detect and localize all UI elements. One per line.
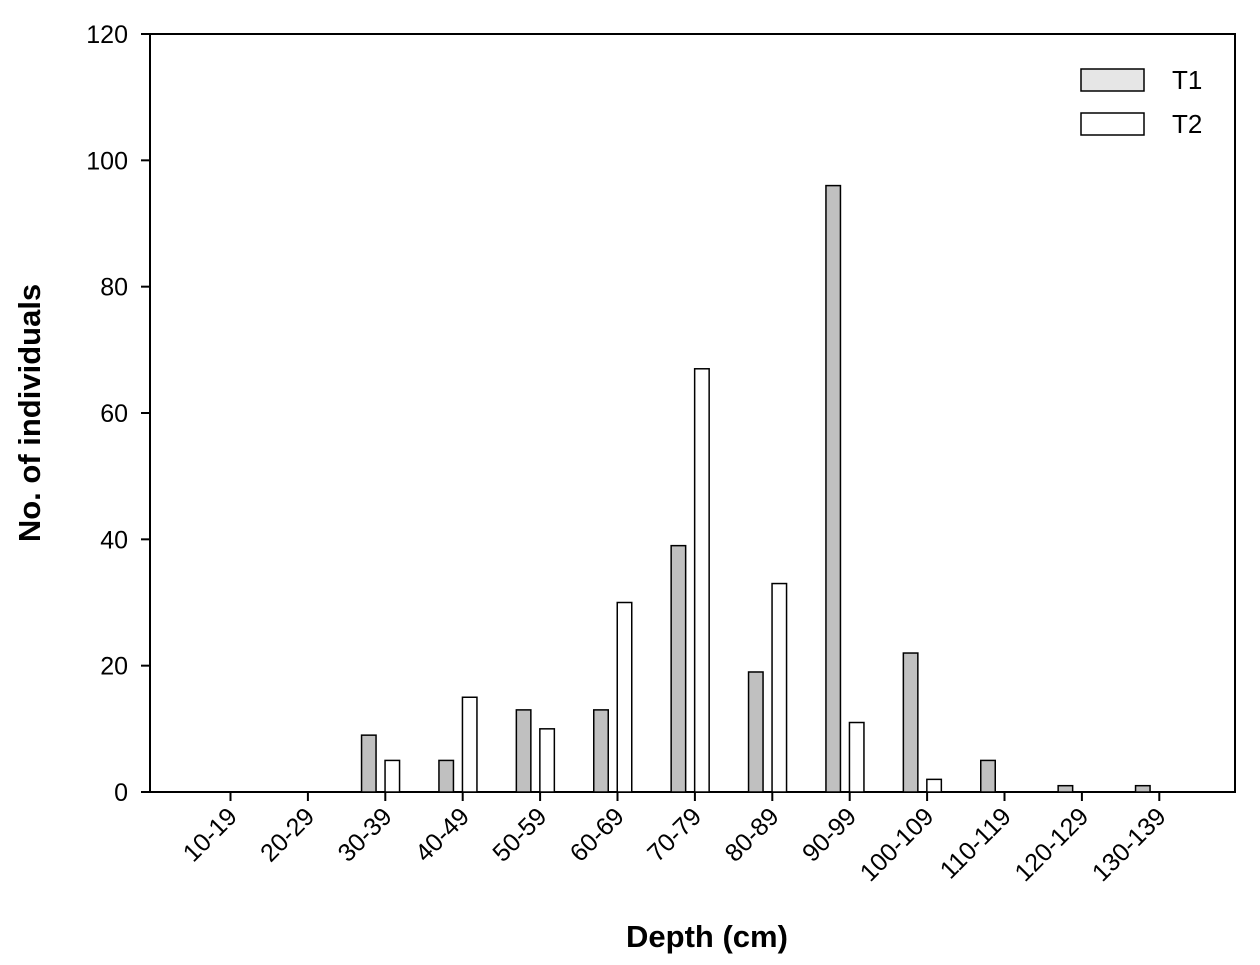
bar-t2-60-69 [616,601,633,793]
bar-t2-70-79 [693,368,710,793]
x-tick-label: 30-39 [333,802,398,867]
bar-t1-40-49 [438,759,455,793]
x-axis: 10-19 20-29 30-39 40-49 50-59 60-69 70-79 80-89… [178,792,1172,887]
bar-t2-40-49 [461,696,478,793]
plot-frame [149,33,1236,793]
bars [360,184,1151,793]
bar-t2-90-99 [848,721,865,793]
bar-t1-30-39 [360,734,377,793]
y-tick-label: 80 [100,274,128,302]
y-axis: 0 20 40 60 80 100 120 [86,21,150,807]
legend-swatch-t1 [1080,68,1145,92]
x-axis-title: Depth (cm) [626,919,788,954]
x-tick-label: 20-29 [255,802,320,867]
x-tick-label: 120-129 [1009,802,1094,887]
x-tick-label: 80-89 [720,802,785,867]
bar-t1-120-129 [1057,784,1074,793]
bar-t1-90-99 [825,184,842,793]
bar-t2-30-39 [384,759,401,793]
x-tick-label: 60-69 [565,802,630,867]
bar-t1-130-139 [1134,784,1151,793]
x-tick-label: 70-79 [642,802,707,867]
x-tick-label: 110-119 [935,802,1017,884]
y-tick-label: 0 [114,779,128,807]
x-tick-label: 40-49 [410,802,475,867]
legend-label-t2: T2 [1172,109,1202,139]
bar-t1-50-59 [515,709,532,793]
y-axis-title: No. of individuals [12,284,47,542]
y-tick-label: 120 [86,21,128,49]
x-tick-label: 130-139 [1087,802,1172,887]
bar-t1-100-109 [902,652,919,793]
bar-t1-60-69 [593,709,609,793]
y-tick-label: 60 [100,400,128,428]
x-tick-label: 100-109 [855,802,940,887]
x-tick-label: 50-59 [487,802,552,867]
x-tick-label: 10-19 [178,802,243,867]
bar-t1-110-119 [980,759,996,793]
y-tick-label: 100 [86,147,128,175]
bar-t2-80-89 [771,582,788,793]
bar-t1-80-89 [747,671,764,793]
y-tick-label: 20 [100,653,128,681]
legend-swatch-t2 [1080,112,1145,136]
bar-t1-70-79 [670,544,687,793]
y-tick-label: 40 [100,526,128,554]
legend-label-t1: T1 [1172,65,1202,95]
x-tick-label: 90-99 [797,802,862,867]
bar-t2-50-59 [539,728,556,793]
bar-t2-100-109 [926,778,943,793]
